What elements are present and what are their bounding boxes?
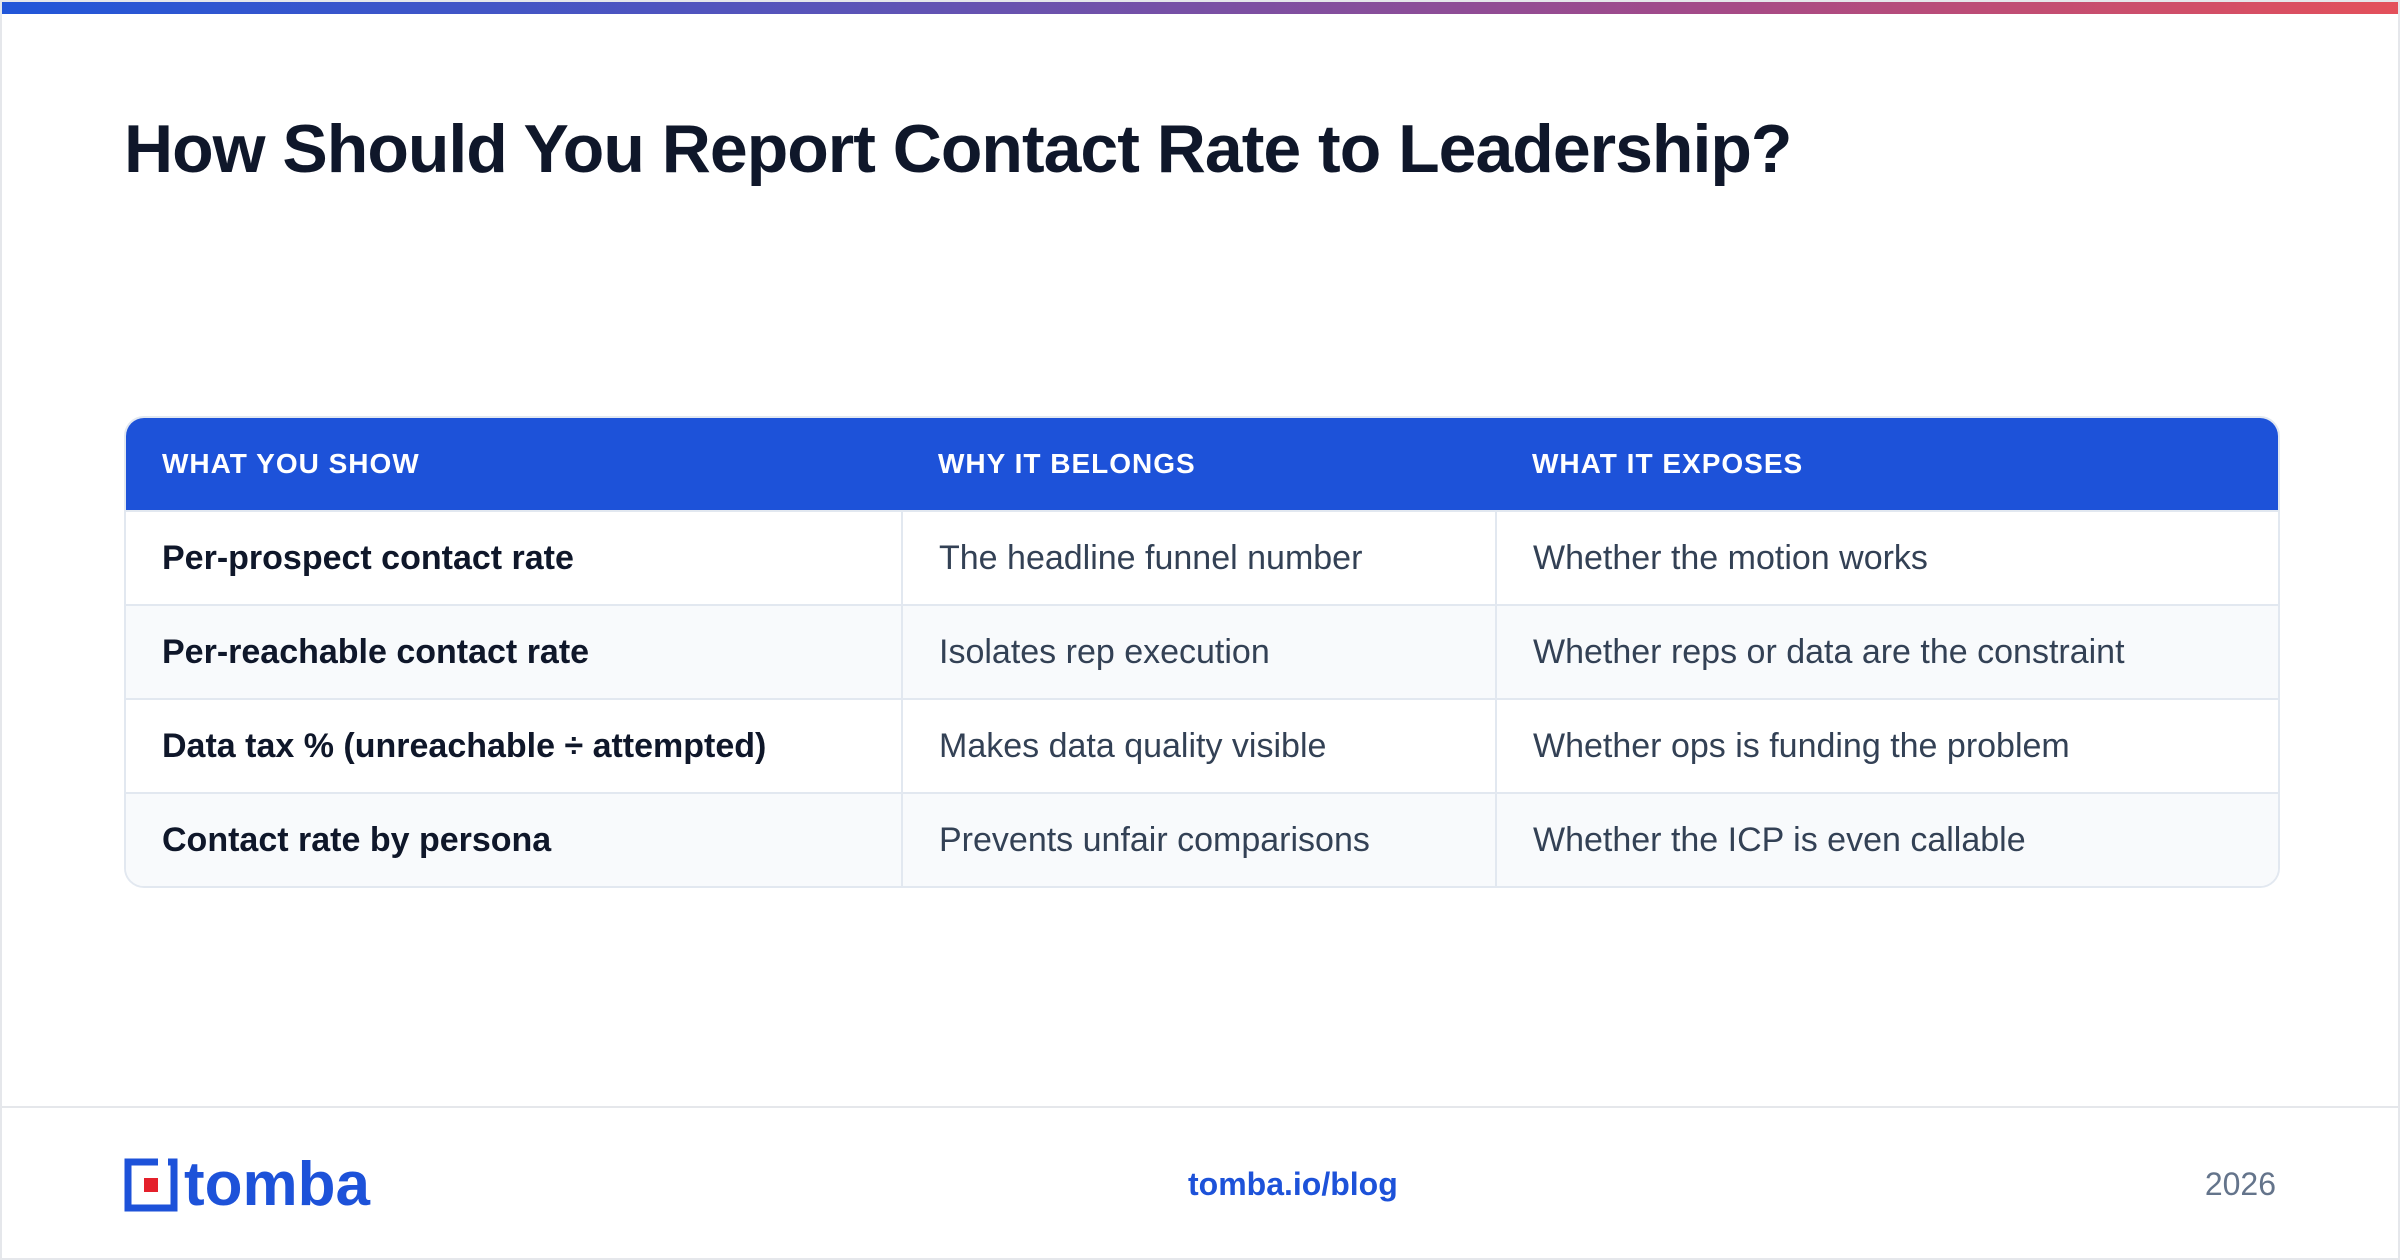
tomba-logo[interactable]: tomba <box>124 1150 370 1219</box>
table-row: Contact rate by persona Prevents unfair … <box>126 792 2278 886</box>
comparison-table: WHAT YOU SHOW WHY IT BELONGS WHAT IT EXP… <box>124 416 2280 888</box>
tomba-logo-icon <box>124 1158 178 1212</box>
footer-year: 2026 <box>2204 1166 2276 1202</box>
table-cell-exposes: Whether reps or data are the constraint <box>1495 604 2278 699</box>
table-cell-metric: Data tax % (unreachable ÷ attempted) <box>126 698 902 793</box>
table-cell-metric: Per-prospect contact rate <box>126 510 902 605</box>
blog-link[interactable]: tomba.io/blog <box>1188 1166 1398 1202</box>
column-header: WHAT IT EXPOSES <box>1532 448 1804 479</box>
table-row: Data tax % (unreachable ÷ attempted) Mak… <box>126 698 2278 793</box>
table-cell-metric: Contact rate by persona <box>126 792 902 886</box>
table-cell-reason: Isolates rep execution <box>901 604 1496 699</box>
footer-divider <box>2 1106 2398 1108</box>
table-cell-exposes: Whether the motion works <box>1495 510 2278 605</box>
table-cell-reason: Makes data quality visible <box>901 698 1496 793</box>
column-header: WHY IT BELONGS <box>938 448 1196 479</box>
top-gradient-bar <box>2 2 2398 14</box>
table-row: Per-reachable contact rate Isolates rep … <box>126 604 2278 699</box>
table-cell-reason: The headline funnel number <box>901 510 1496 605</box>
table-cell-reason: Prevents unfair comparisons <box>901 792 1496 886</box>
logo-wordmark: tomba <box>184 1150 370 1219</box>
table-header-row: WHAT YOU SHOW WHY IT BELONGS WHAT IT EXP… <box>126 418 2278 511</box>
table-cell-metric: Per-reachable contact rate <box>126 604 902 699</box>
page-title: How Should You Report Contact Rate to Le… <box>124 111 1792 187</box>
table-row: Per-prospect contact rate The headline f… <box>126 510 2278 605</box>
column-header: WHAT YOU SHOW <box>162 448 420 479</box>
table-cell-exposes: Whether ops is funding the problem <box>1495 698 2278 793</box>
table-cell-exposes: Whether the ICP is even callable <box>1495 792 2278 886</box>
